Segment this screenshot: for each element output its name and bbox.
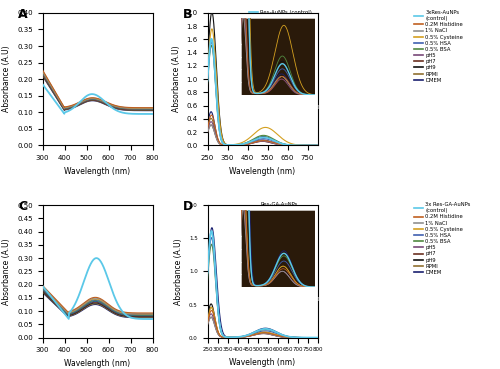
Text: C: C (18, 200, 28, 213)
Legend: 3xRes-AuNPs
(control), 0.2M Histidine, 1% NaCl, 0.5% Cysteine, 0.5% HSA, 0.5% BS: 3xRes-AuNPs (control), 0.2M Histidine, 1… (414, 10, 463, 83)
X-axis label: Wavelength (nm): Wavelength (nm) (64, 359, 130, 368)
Legend: Res-GA-AuNPs
(control), 0.2M Histidine, 1% NaCl, 0.5% Cysteine, 0.5% HSA, 0.5% B: Res-GA-AuNPs (control), 0.2M Histidine, … (248, 203, 298, 275)
X-axis label: Wavelength (nm): Wavelength (nm) (230, 167, 296, 176)
Y-axis label: Absorbance (A.U): Absorbance (A.U) (2, 46, 12, 113)
Text: B: B (184, 8, 193, 21)
Legend: Res-AuNPs (control), 0.2M Histidine, 1% NaCl, 0.5% Cysteine, 0.5% HSA, 0.5% BSA,: Res-AuNPs (control), 0.2M Histidine, 1% … (248, 10, 312, 77)
Legend: 3x Res-GA-AuNPs
(control), 0.2M Histidine, 1% NaCl, 0.5% Cysteine, 0.5% HSA, 0.5: 3x Res-GA-AuNPs (control), 0.2M Histidin… (414, 203, 470, 275)
Y-axis label: Absorbance (A.U): Absorbance (A.U) (172, 46, 181, 113)
Text: A: A (18, 8, 28, 21)
Y-axis label: Absorbance (A.U): Absorbance (A.U) (174, 238, 184, 305)
X-axis label: Wavelength (nm): Wavelength (nm) (64, 167, 130, 176)
Text: D: D (184, 200, 194, 213)
Y-axis label: Absorbance (A.U): Absorbance (A.U) (2, 238, 12, 305)
X-axis label: Wavelength (nm): Wavelength (nm) (230, 358, 296, 367)
